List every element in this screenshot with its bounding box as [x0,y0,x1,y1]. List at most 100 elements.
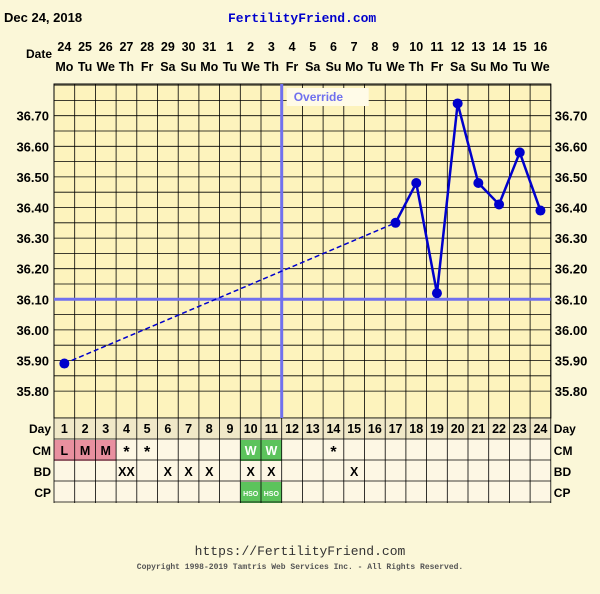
cycle-day: 17 [389,422,403,436]
cycle-day: 23 [513,422,527,436]
cm-marker: M [80,444,90,458]
cycle-day: 10 [244,422,258,436]
footer-url[interactable]: https://FertilityFriend.com [194,544,406,559]
cm-marker: M [101,444,111,458]
y-tick-right: 36.10 [555,292,588,307]
weekday-label: Mo [345,60,363,74]
temp-point [411,178,422,189]
bd-marker: XX [118,465,135,479]
bd-marker: X [246,465,255,479]
weekday-label: We [386,60,405,74]
cm-marker: * [330,444,337,461]
cycle-day: 2 [82,422,89,436]
date-label: 2 [247,40,254,54]
cm-row-label: CM [554,444,573,458]
cycle-day: 12 [285,422,299,436]
cycle-day: 11 [265,422,278,436]
cm-marker: W [265,444,277,458]
y-tick-left: 36.10 [16,292,49,307]
date-label: 31 [202,40,216,54]
weekday-label: Fr [141,60,154,74]
weekday-label: Tu [223,60,237,74]
cp-row-label: CP [554,486,571,500]
weekday-label: Fr [431,60,444,74]
temp-point [494,199,505,210]
y-tick-right: 36.30 [555,231,588,246]
cycle-day: 6 [164,422,171,436]
weekday-label: Th [409,60,424,74]
date-label: 9 [392,40,399,54]
temp-line [394,102,542,295]
bd-marker: X [267,465,276,479]
cycle-day: 18 [409,422,423,436]
day-row-label: Day [29,422,51,436]
date-label: 15 [513,40,527,54]
cycle-day: 7 [185,422,192,436]
date-label: 26 [99,40,113,54]
weekday-label: Mo [55,60,73,74]
y-tick-right: 36.00 [555,323,588,338]
cycle-day: 4 [123,422,130,436]
footer-copyright: Copyright 1998-2019 Tamtris Web Services… [136,563,464,572]
y-tick-right: 36.70 [555,109,588,124]
cycle-day: 22 [492,422,506,436]
cp-cell-bg [240,482,261,503]
temp-point [473,178,484,189]
cycle-day: 20 [451,422,465,436]
day-row-label: Day [554,422,576,436]
override-label-bg [286,88,369,106]
bd-marker: X [205,465,214,479]
cm-cell-bg [240,440,261,461]
date-label: 11 [430,40,443,54]
cm-marker: L [61,444,69,458]
chart-date: Dec 24, 2018 [4,10,83,25]
override-label: Override [294,90,344,104]
cycle-day: 3 [102,422,109,436]
bd-marker: X [184,465,193,479]
y-tick-left: 36.60 [16,139,49,154]
date-label: 8 [371,40,378,54]
y-tick-left: 36.30 [16,231,49,246]
y-tick-left: 35.90 [16,354,49,369]
cm-cell-bg [95,440,117,461]
weekday-label: Su [325,60,341,74]
y-tick-right: 36.60 [555,139,588,154]
date-label: 14 [492,40,506,54]
temp-point [431,288,442,299]
bd-row-label: BD [34,465,52,479]
cm-cell-bg [261,440,282,461]
y-tick-left: 36.20 [16,262,49,277]
date-label: 7 [351,40,358,54]
temp-point [390,217,401,228]
cycle-day: 16 [368,422,382,436]
date-label: 25 [78,40,92,54]
cycle-day: 19 [430,422,444,436]
y-tick-left: 36.40 [16,201,49,216]
weekday-label: We [241,60,260,74]
cycle-day: 21 [471,422,485,436]
date-label: 4 [289,40,296,54]
y-tick-right: 35.80 [555,384,588,399]
cycle-day: 9 [226,422,233,436]
cycle-day: 8 [206,422,213,436]
weekday-label: Th [264,60,279,74]
cm-marker: W [245,444,257,458]
cm-marker: * [144,444,151,461]
bd-marker: X [164,465,173,479]
date-label: 29 [161,40,175,54]
date-label: 27 [119,40,133,54]
temp-point [535,205,546,216]
weekday-label: Tu [368,60,382,74]
y-tick-right: 36.40 [555,201,588,216]
y-tick-right: 35.90 [555,354,588,369]
bd-row-label: BD [554,465,572,479]
weekday-label: Su [470,60,486,74]
site-name: FertilityFriend.com [228,11,377,26]
date-label: 30 [182,40,196,54]
cp-row-label: CP [34,486,51,500]
cycle-day: 5 [144,422,151,436]
date-label: 12 [451,40,465,54]
y-tick-right: 36.50 [555,170,588,185]
date-label: 3 [268,40,275,54]
